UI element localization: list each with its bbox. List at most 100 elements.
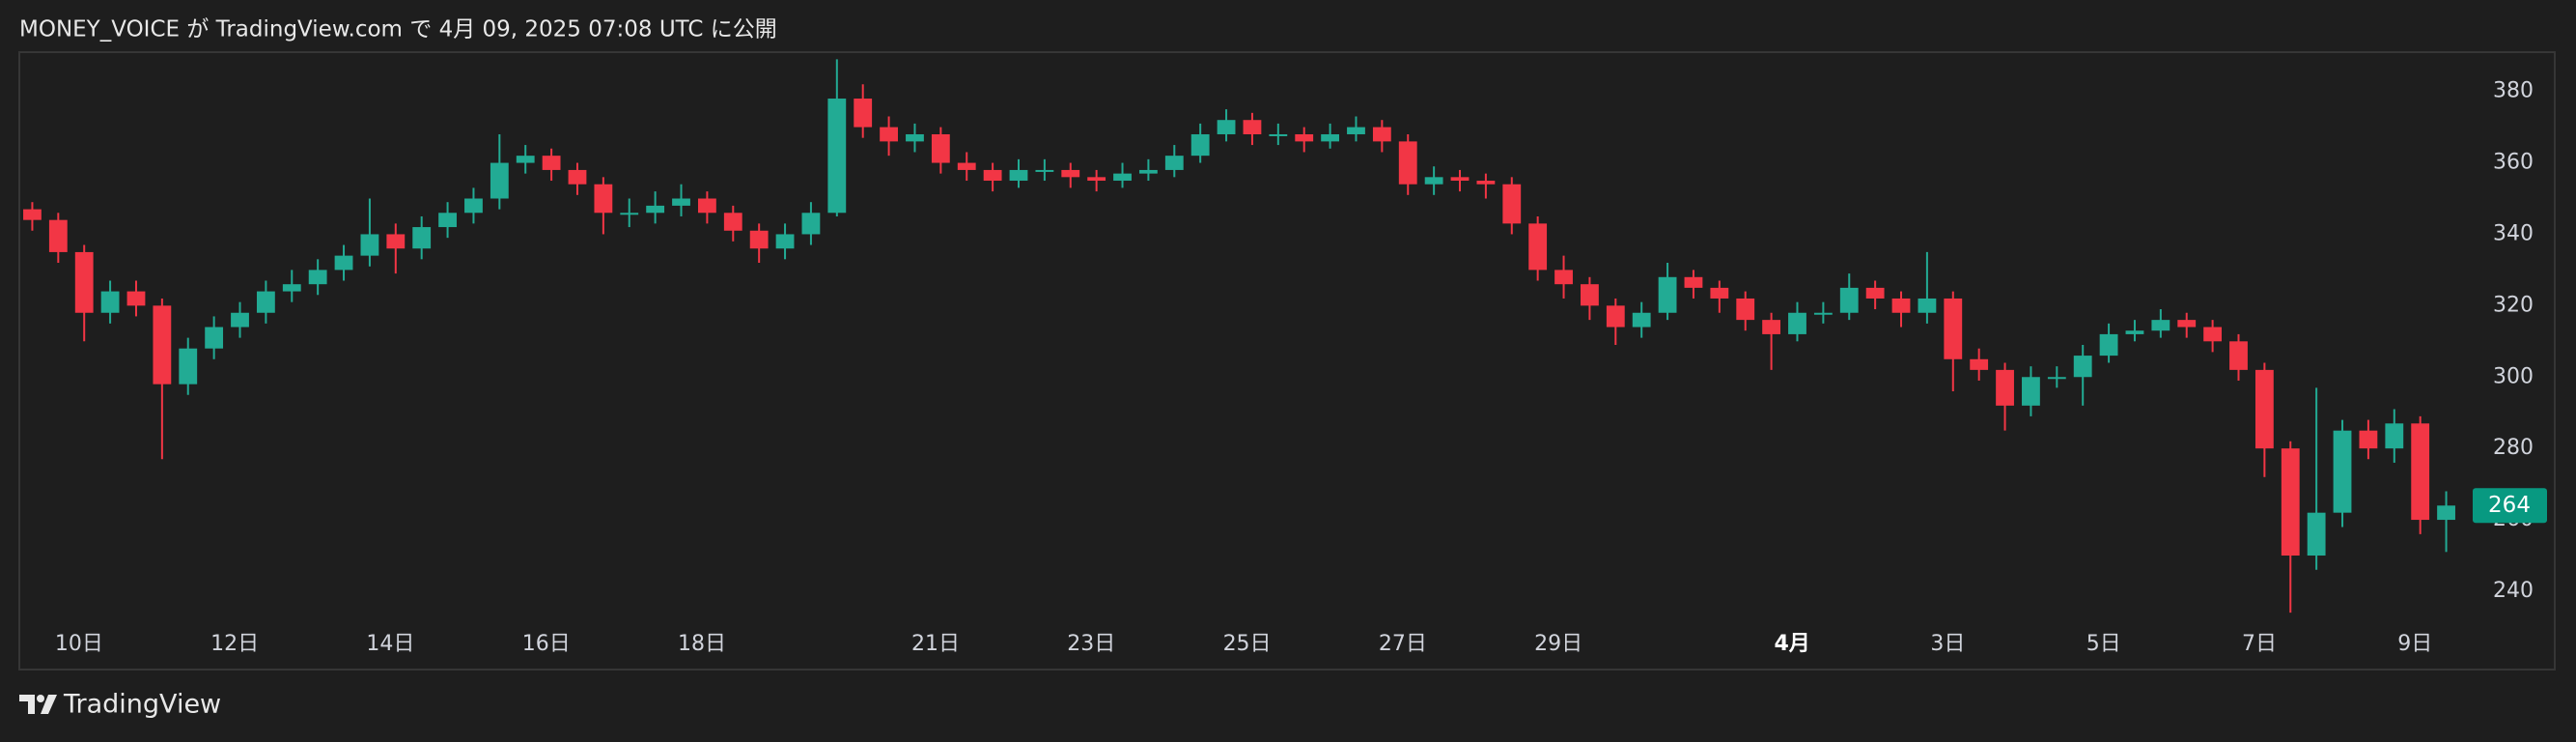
candle-body: [231, 312, 249, 328]
x-tick-label: 9日: [2397, 632, 2432, 656]
candle-body: [775, 234, 795, 249]
candle-body: [2073, 356, 2092, 378]
candle-body: [2307, 512, 2326, 556]
x-tick-label: 12日: [210, 632, 259, 656]
candle-body: [100, 291, 120, 313]
candle-body: [205, 327, 224, 349]
x-tick-label: 3日: [1930, 632, 1965, 656]
candle-body: [1372, 127, 1391, 142]
candle-body: [2151, 320, 2170, 331]
y-tick-label: 240: [2493, 579, 2534, 603]
x-tick-label: 4月: [1774, 632, 1809, 656]
candle-body: [438, 213, 457, 228]
candle-body: [1554, 270, 1573, 285]
candle-body: [23, 209, 42, 220]
last-price-badge: [2473, 488, 2547, 524]
candle-body: [2281, 448, 2300, 556]
x-tick-label: 25日: [1223, 632, 1272, 656]
candle-body: [516, 156, 535, 163]
candle-body: [1164, 156, 1184, 170]
candle-body: [1839, 287, 1859, 313]
x-tick-label: 5日: [2086, 632, 2121, 656]
y-tick-label: 280: [2493, 436, 2534, 460]
logo-shape: [19, 695, 35, 714]
candle-body: [1996, 369, 2014, 406]
candle-body: [672, 198, 690, 206]
candle-body: [1398, 141, 1417, 185]
candle-body: [1035, 169, 1054, 172]
candle-body: [1243, 120, 1262, 134]
candle-body: [2437, 505, 2455, 521]
y-tick-label: 380: [2493, 79, 2534, 103]
candle-body: [880, 127, 898, 142]
candle-body: [1710, 287, 1729, 299]
candle-body: [2229, 341, 2248, 370]
x-tick-label: 21日: [911, 632, 960, 656]
candle-body: [2022, 377, 2040, 406]
x-tick-label: 7日: [2242, 632, 2277, 656]
candle-body: [2047, 377, 2066, 380]
y-tick-label: 340: [2493, 221, 2534, 245]
candle-body: [1269, 133, 1288, 136]
x-tick-label: 27日: [1379, 632, 1427, 656]
candle-body: [1918, 298, 1937, 313]
candle-body: [1217, 120, 1236, 134]
candle-body: [1736, 298, 1755, 321]
candle-body: [749, 230, 769, 249]
candle-body: [1606, 305, 1625, 328]
candle-body: [2099, 333, 2118, 357]
candle-body: [854, 99, 873, 128]
candle-body: [1424, 177, 1443, 185]
last-price-label: 264: [2488, 493, 2531, 518]
candle-body: [594, 184, 613, 214]
candle-body: [282, 284, 301, 292]
candle-body: [2359, 430, 2378, 449]
candle-body: [126, 291, 146, 306]
x-tick-label: 23日: [1067, 632, 1115, 656]
candle-body: [697, 198, 716, 214]
candle-body: [1139, 169, 1158, 174]
y-tick-label: 360: [2493, 151, 2534, 175]
candle-body: [1295, 133, 1314, 142]
candle-body: [1009, 169, 1028, 182]
candle-body: [931, 133, 950, 163]
plot-frame: [18, 51, 2556, 671]
candle-body: [1347, 127, 1365, 134]
candle-body: [1450, 177, 1470, 182]
candle-body: [1190, 133, 1210, 157]
candle-body: [74, 251, 94, 313]
candle-body: [568, 169, 587, 185]
candle-body: [1321, 133, 1339, 142]
candle-body: [1113, 173, 1132, 182]
candle-body: [1476, 181, 1496, 185]
candle-body: [464, 198, 483, 214]
candle-body: [620, 213, 639, 215]
candle-body: [801, 213, 821, 235]
candle-body: [1632, 312, 1651, 328]
brand-logo: [19, 695, 57, 714]
x-tick-label: 29日: [1534, 632, 1582, 656]
brand-name: TradingView: [63, 690, 221, 720]
logo-shape: [41, 695, 57, 714]
x-tick-label: 18日: [678, 632, 726, 656]
candle-body: [1944, 298, 1963, 359]
candle-body: [386, 234, 406, 249]
candle-body: [179, 348, 198, 385]
candle-body: [723, 213, 742, 231]
candle-body: [1788, 312, 1806, 334]
candle-body: [1813, 312, 1833, 315]
candle-body: [2333, 430, 2352, 513]
candle-body: [1502, 184, 1522, 224]
candle-body: [360, 234, 379, 256]
logo-dot: [37, 695, 44, 702]
candle-body: [2254, 369, 2274, 449]
candle-body: [983, 169, 1002, 182]
candle-body: [256, 291, 275, 313]
candle-body: [490, 162, 509, 199]
candle-body: [2411, 423, 2430, 521]
candle-body: [1762, 320, 1781, 334]
candle-body: [957, 162, 976, 170]
candle-body: [2125, 330, 2144, 334]
